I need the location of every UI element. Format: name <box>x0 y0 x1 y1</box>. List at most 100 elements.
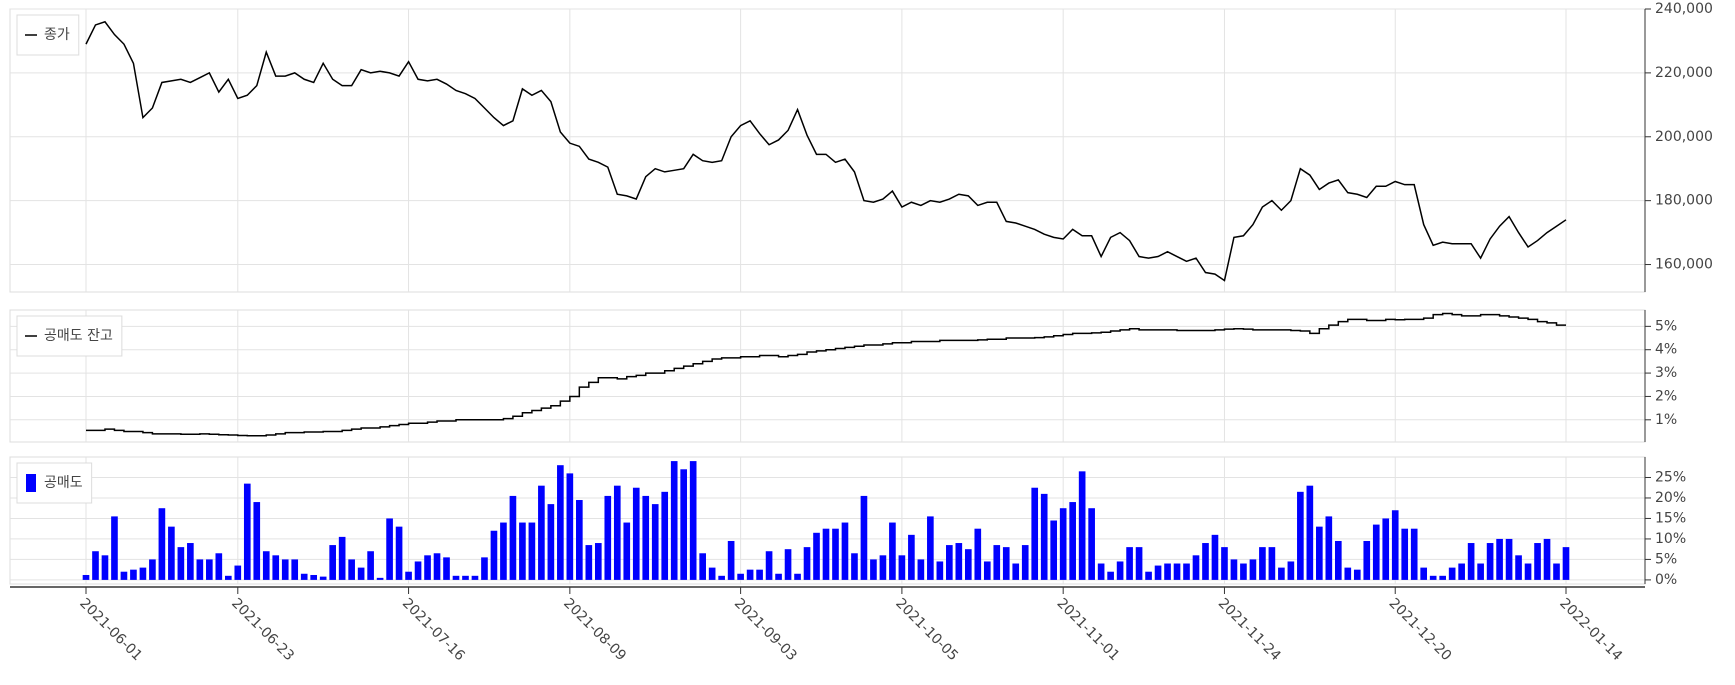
panel-frame <box>9 8 1646 293</box>
bar <box>300 573 308 580</box>
bar <box>168 526 175 580</box>
bar <box>481 557 488 580</box>
bar <box>1126 547 1133 580</box>
bar <box>917 559 925 580</box>
bar <box>310 574 318 580</box>
bar <box>832 528 839 580</box>
bar <box>1287 561 1295 580</box>
bar <box>964 549 972 580</box>
panel-frame <box>9 309 1646 443</box>
y-tick-label: 1% <box>1655 412 1677 428</box>
bar <box>1477 563 1484 580</box>
bar <box>206 559 213 580</box>
bar <box>822 528 830 580</box>
bar <box>708 567 716 580</box>
bar <box>993 545 1001 580</box>
bar <box>594 543 602 580</box>
bar <box>1145 571 1152 580</box>
bar <box>794 573 801 580</box>
bar <box>1278 567 1285 580</box>
bar <box>642 495 650 580</box>
bar <box>1021 545 1029 580</box>
bar <box>1211 534 1219 580</box>
bar <box>898 555 906 580</box>
bar <box>319 576 327 580</box>
x-tick-label: 2021-10-05 <box>892 595 961 664</box>
bar <box>120 571 128 580</box>
balance-step-line <box>86 312 1566 437</box>
bar <box>414 561 422 580</box>
bar <box>187 543 194 580</box>
y-tick-label: 0% <box>1655 572 1677 588</box>
bar <box>272 555 280 580</box>
legend: 공매도 <box>16 462 93 504</box>
bar <box>946 545 953 580</box>
bar <box>1448 567 1456 580</box>
bar <box>1353 569 1361 580</box>
bar <box>462 575 469 580</box>
bar <box>1031 487 1039 580</box>
y-tick-label: 180,000 <box>1655 193 1713 209</box>
bar <box>1164 563 1171 580</box>
bar <box>386 518 393 580</box>
bar <box>139 567 147 580</box>
bar <box>82 574 90 580</box>
bar <box>1420 567 1428 580</box>
y-tick-label: 2% <box>1655 388 1677 404</box>
legend-label: 공매도 <box>44 475 83 491</box>
y-tick-label: 5% <box>1655 551 1677 567</box>
bar <box>1059 508 1067 580</box>
bar <box>851 553 858 580</box>
bar <box>281 559 289 580</box>
bar <box>613 485 621 580</box>
bar <box>1543 538 1551 580</box>
bar <box>1202 543 1209 580</box>
y-tick-label: 25% <box>1655 469 1686 485</box>
bar <box>1524 563 1532 580</box>
x-tick-label: 2021-11-01 <box>1054 595 1123 664</box>
bar <box>1097 563 1105 580</box>
bar <box>1116 561 1124 580</box>
bar <box>623 522 631 580</box>
y-tick-label: 10% <box>1655 531 1686 547</box>
bar <box>1259 547 1266 580</box>
bar <box>1012 563 1020 580</box>
legend: 종가 <box>16 14 80 56</box>
bar <box>1562 547 1570 580</box>
bar <box>983 561 991 580</box>
bar <box>908 534 915 580</box>
bar <box>860 495 868 580</box>
bar <box>1107 571 1114 580</box>
bar <box>813 532 820 580</box>
bar <box>538 485 545 580</box>
bar <box>1458 563 1465 580</box>
bar <box>1240 563 1247 580</box>
legend-label: 종가 <box>44 27 70 43</box>
bar <box>1173 563 1181 580</box>
y-tick-label: 200,000 <box>1655 129 1713 145</box>
bar <box>149 559 156 580</box>
bar <box>490 530 498 580</box>
y-tick-label: 160,000 <box>1655 257 1713 273</box>
bar <box>243 483 251 580</box>
bar <box>576 500 583 580</box>
bar <box>1382 518 1390 580</box>
legend-swatch <box>26 474 36 492</box>
bar <box>357 567 365 580</box>
bar <box>1505 538 1513 580</box>
legend: 공매도 잔고 <box>16 315 123 357</box>
bar <box>1297 491 1304 580</box>
bar <box>1192 555 1200 580</box>
bar <box>92 551 99 580</box>
y-tick-label: 15% <box>1655 510 1686 526</box>
bar <box>1467 543 1475 580</box>
bar <box>1050 520 1058 580</box>
bar <box>1306 485 1314 580</box>
bar <box>737 573 744 580</box>
bar <box>803 547 811 580</box>
bar <box>452 575 460 580</box>
bar <box>528 522 536 580</box>
x-tick-label: 2021-06-23 <box>228 595 297 664</box>
bar <box>1040 493 1048 580</box>
